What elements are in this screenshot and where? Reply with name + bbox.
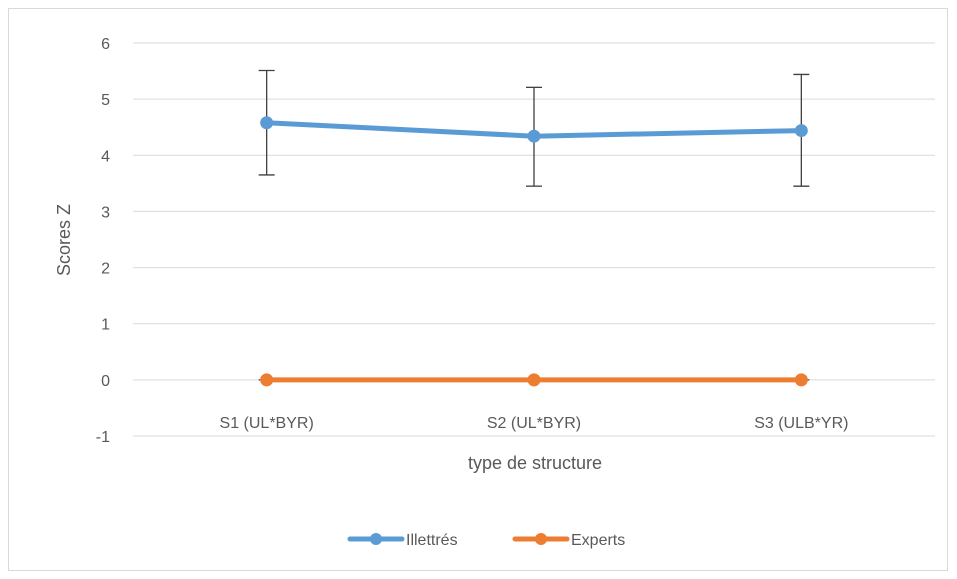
y-axis-ticks: -1 0 1 2 3 4 5 6: [96, 36, 110, 446]
y-tick-label: 1: [101, 317, 110, 334]
legend-label: Experts: [571, 532, 625, 549]
data-point: [527, 129, 541, 143]
y-tick-label: 6: [101, 36, 110, 53]
y-tick-label: 5: [101, 92, 110, 109]
x-axis-title: type de structure: [468, 453, 602, 473]
data-point: [794, 373, 808, 387]
x-tick-label: S2 (UL*BYR): [487, 415, 581, 432]
x-tick-label: S3 (ULB*YR): [754, 415, 848, 432]
y-tick-label: 0: [101, 373, 110, 390]
legend-marker: [370, 533, 382, 545]
series-layer: [258, 69, 810, 387]
y-axis-title: Scores Z: [54, 204, 74, 276]
series-1: [258, 69, 810, 187]
data-point: [260, 116, 274, 130]
series-2: [258, 373, 810, 387]
y-tick-label: 2: [101, 261, 110, 278]
y-tick-label: 3: [101, 204, 110, 221]
legend: Illettrés Experts: [347, 532, 625, 549]
legend-item: Illettrés: [347, 532, 458, 549]
data-point: [260, 373, 274, 387]
chart-frame: [8, 8, 948, 571]
legend-item: Experts: [512, 532, 625, 549]
legend-label: Illettrés: [406, 532, 458, 549]
y-tick-label: -1: [96, 429, 110, 446]
x-axis-ticks: S1 (UL*BYR) S2 (UL*BYR) S3 (ULB*YR): [220, 415, 849, 432]
data-point: [794, 124, 808, 138]
data-point: [527, 373, 541, 387]
legend-marker: [535, 533, 547, 545]
y-tick-label: 4: [101, 148, 110, 165]
x-tick-label: S1 (UL*BYR): [220, 415, 314, 432]
